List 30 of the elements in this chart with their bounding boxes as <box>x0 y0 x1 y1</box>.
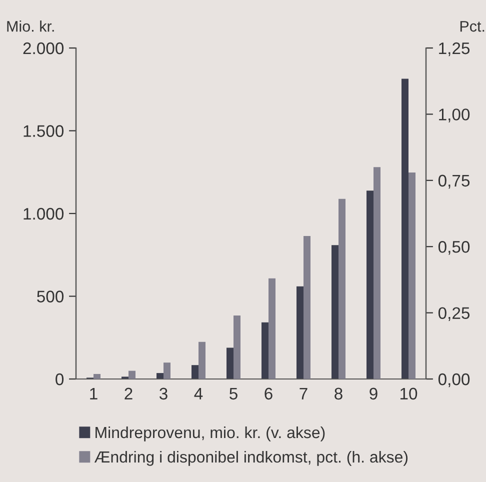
y2-tick-label: 1,25 <box>439 42 470 56</box>
x-tick-label: 3 <box>160 388 168 400</box>
x-tick-label: 1 <box>90 388 98 400</box>
y-tick-label: 2.000 <box>23 42 64 54</box>
x-tick-label: 2 <box>124 388 132 400</box>
x-tick-label: 4 <box>194 388 203 400</box>
legend-label: Mindreprovenu, mio. kr. (v. akse) <box>96 426 325 442</box>
bar <box>234 315 240 379</box>
y-tick-label: 1.000 <box>24 208 64 220</box>
y-tick-label: 1.500 <box>24 125 64 137</box>
x-tick-label: 7 <box>300 388 308 400</box>
x-tick-label: 5 <box>230 388 238 400</box>
y-tick-label: 500 <box>37 290 64 302</box>
y2-tick-label: 0,50 <box>438 241 470 255</box>
y-axis-title: Mio. kr. <box>7 20 54 32</box>
x-tick-label: 6 <box>264 388 272 400</box>
bar <box>128 370 136 379</box>
y2-tick-label: 0,75 <box>438 174 470 189</box>
x-tick-label: 10 <box>400 388 418 400</box>
y2-tick-label: 0,25 <box>438 307 470 321</box>
y-tick-label: 0 <box>56 373 64 386</box>
legend-label: Ændring i disponibel indkomst, pct. (h. akse) <box>94 450 408 466</box>
bar <box>164 362 170 379</box>
y2-axis-title: Pct. <box>460 21 484 32</box>
x-tick-label: 8 <box>334 388 342 400</box>
y2-tick-label: 0,00 <box>438 373 470 388</box>
y2-tick-label: 1,00 <box>439 108 470 122</box>
bar <box>94 374 100 379</box>
x-tick-label: 9 <box>370 388 378 400</box>
bar <box>198 342 206 379</box>
